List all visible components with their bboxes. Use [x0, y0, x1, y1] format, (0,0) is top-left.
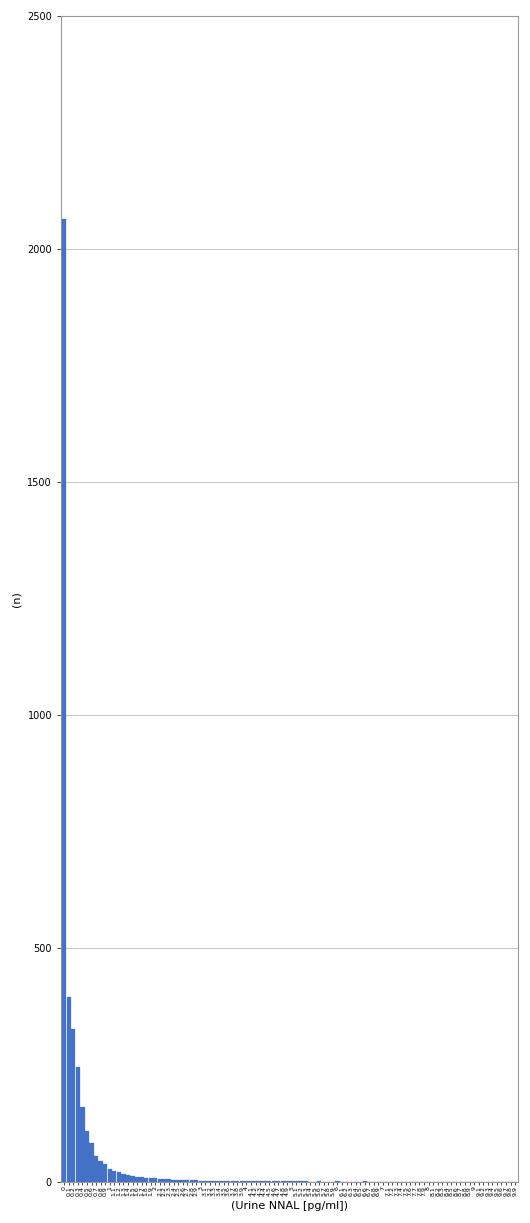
- Bar: [126, 1175, 130, 1181]
- Bar: [108, 1168, 112, 1181]
- Bar: [139, 1178, 144, 1181]
- X-axis label: (Urine NNAL [pg/ml]): (Urine NNAL [pg/ml]): [231, 1201, 348, 1211]
- Bar: [130, 1175, 135, 1181]
- Bar: [94, 1156, 98, 1181]
- Bar: [153, 1178, 157, 1181]
- Bar: [158, 1179, 162, 1181]
- Bar: [135, 1177, 139, 1181]
- Bar: [162, 1179, 166, 1181]
- Bar: [121, 1174, 126, 1181]
- Bar: [194, 1180, 198, 1181]
- Bar: [85, 1131, 89, 1181]
- Bar: [190, 1180, 194, 1181]
- Bar: [80, 1107, 85, 1181]
- Bar: [103, 1164, 108, 1181]
- Bar: [62, 219, 66, 1181]
- Bar: [185, 1180, 189, 1181]
- Bar: [90, 1144, 94, 1181]
- Bar: [144, 1178, 148, 1181]
- Bar: [171, 1180, 175, 1181]
- Bar: [67, 998, 71, 1181]
- Bar: [148, 1178, 153, 1181]
- Bar: [76, 1068, 80, 1181]
- Y-axis label: (n): (n): [12, 591, 22, 607]
- Bar: [117, 1173, 121, 1181]
- Bar: [71, 1029, 75, 1181]
- Bar: [167, 1179, 171, 1181]
- Bar: [99, 1161, 103, 1181]
- Bar: [112, 1170, 117, 1181]
- Bar: [176, 1180, 180, 1181]
- Bar: [180, 1180, 185, 1181]
